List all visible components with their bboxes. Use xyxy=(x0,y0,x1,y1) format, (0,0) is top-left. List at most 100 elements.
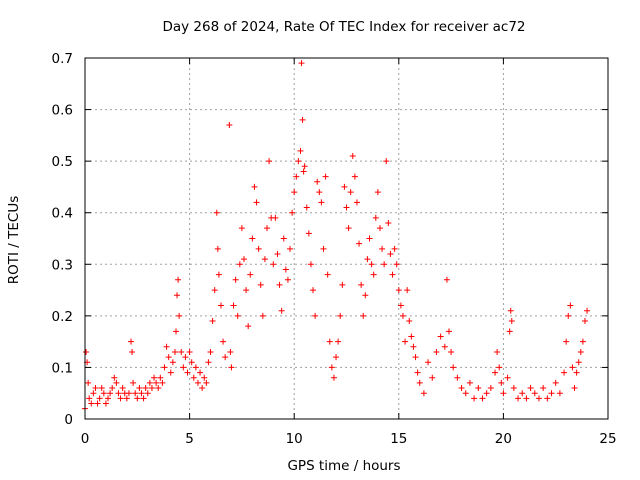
data-point xyxy=(571,385,578,392)
data-point xyxy=(249,235,256,242)
y-tick-label: 0.4 xyxy=(52,206,73,222)
data-point xyxy=(531,390,538,397)
data-point xyxy=(374,189,381,196)
data-point xyxy=(515,395,522,402)
data-point xyxy=(128,338,135,345)
data-point xyxy=(458,385,465,392)
data-point xyxy=(188,359,195,366)
data-point xyxy=(280,235,287,242)
data-point xyxy=(272,214,279,221)
y-tick-label: 0 xyxy=(64,412,73,428)
data-point xyxy=(448,348,455,355)
data-point xyxy=(330,374,337,381)
data-point xyxy=(565,312,572,319)
data-point xyxy=(333,354,340,361)
data-point xyxy=(119,385,126,392)
data-point xyxy=(471,395,478,402)
data-point xyxy=(328,364,335,371)
data-point xyxy=(343,204,350,211)
data-point xyxy=(109,385,116,392)
data-point xyxy=(506,328,513,335)
data-point xyxy=(360,312,367,319)
data-point xyxy=(370,271,377,278)
data-point xyxy=(173,328,180,335)
data-point xyxy=(92,385,99,392)
data-point xyxy=(259,312,266,319)
x-tick-label: 25 xyxy=(599,431,616,447)
data-point xyxy=(175,276,182,283)
data-point xyxy=(548,390,555,397)
chart-title: Day 268 of 2024, Rate Of TEC Index for r… xyxy=(162,19,525,35)
data-point xyxy=(228,364,235,371)
data-point xyxy=(207,348,214,355)
data-point xyxy=(125,390,132,397)
data-point xyxy=(102,400,109,407)
data-point xyxy=(584,307,591,314)
x-axis-label: GPS time / hours xyxy=(287,458,400,474)
data-point xyxy=(349,152,356,159)
data-point xyxy=(300,168,307,175)
data-point xyxy=(85,379,92,386)
data-point xyxy=(129,348,136,355)
data-point xyxy=(298,60,305,67)
data-point xyxy=(567,302,574,309)
data-point xyxy=(351,173,358,180)
data-point xyxy=(498,379,505,386)
data-point xyxy=(278,307,285,314)
data-point xyxy=(443,276,450,283)
data-point xyxy=(190,374,197,381)
data-point xyxy=(581,318,588,325)
y-tick-label: 0.2 xyxy=(52,309,73,325)
data-point xyxy=(577,348,584,355)
data-point xyxy=(226,122,233,129)
data-point xyxy=(301,163,308,170)
data-point xyxy=(320,245,327,252)
y-tick-label: 0.3 xyxy=(52,257,73,273)
data-point xyxy=(161,364,168,371)
data-point xyxy=(276,281,283,288)
data-point xyxy=(261,256,268,263)
data-point xyxy=(151,374,158,381)
data-point xyxy=(123,395,130,402)
data-point xyxy=(192,364,199,371)
data-point xyxy=(508,318,515,325)
data-point xyxy=(385,220,392,227)
data-point xyxy=(209,318,216,325)
data-point xyxy=(111,374,118,381)
data-point xyxy=(240,256,247,263)
data-point xyxy=(115,390,122,397)
x-tick-label: 5 xyxy=(185,431,194,447)
data-point xyxy=(105,395,112,402)
data-point xyxy=(100,390,107,397)
data-point xyxy=(307,261,314,268)
data-point xyxy=(107,390,114,397)
data-point xyxy=(337,312,344,319)
data-point xyxy=(483,390,490,397)
data-point xyxy=(213,209,220,216)
data-point xyxy=(201,374,208,381)
data-point xyxy=(257,281,264,288)
data-point xyxy=(230,302,237,309)
data-point xyxy=(138,390,145,397)
data-point xyxy=(408,333,415,340)
data-point xyxy=(393,261,400,268)
data-point xyxy=(289,209,296,216)
data-point xyxy=(353,199,360,206)
data-point xyxy=(96,395,103,402)
data-point xyxy=(540,385,547,392)
data-point xyxy=(391,245,398,252)
data-point xyxy=(217,302,224,309)
data-point xyxy=(220,338,227,345)
data-point xyxy=(527,385,534,392)
data-point xyxy=(86,395,93,402)
data-point xyxy=(270,261,277,268)
x-tick-label: 10 xyxy=(286,431,303,447)
data-point xyxy=(324,271,331,278)
data-point xyxy=(563,338,570,345)
data-point xyxy=(404,287,411,294)
data-point xyxy=(83,348,90,355)
data-point xyxy=(245,323,252,330)
data-point xyxy=(569,364,576,371)
data-point xyxy=(387,250,394,257)
